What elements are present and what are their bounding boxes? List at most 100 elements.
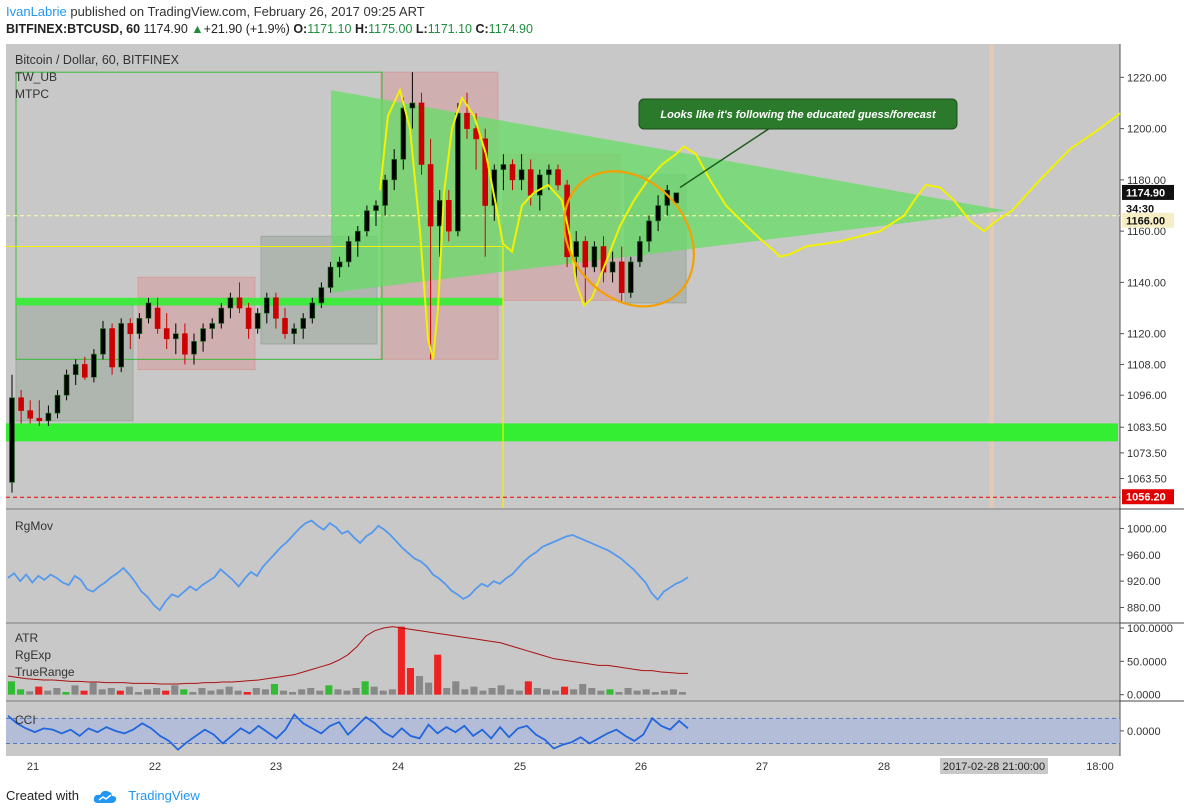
candle-body xyxy=(336,261,343,268)
x-tick-label: 22 xyxy=(149,761,161,773)
candle-body xyxy=(546,169,552,176)
symbol-label: BITFINEX:BTCUSD, 60 xyxy=(6,22,141,36)
candle-body xyxy=(36,417,43,422)
true-range-bar xyxy=(515,690,523,695)
rgmov-line xyxy=(7,519,689,612)
true-range-bar xyxy=(561,686,569,695)
candle-body xyxy=(45,412,52,422)
candle-body xyxy=(318,287,325,304)
candle-body xyxy=(154,307,161,329)
true-range-bar xyxy=(189,692,197,695)
candle-body xyxy=(218,307,225,324)
close-value: 1174.90 xyxy=(488,22,533,36)
line-price-tag: 1166.00 xyxy=(1126,215,1165,227)
x-tick-label: 23 xyxy=(270,761,282,773)
y-tick-label: 1108.00 xyxy=(1127,359,1166,371)
indicator-label: MTPC xyxy=(15,87,49,101)
true-range-bar xyxy=(406,668,414,695)
high-value: 1175.00 xyxy=(368,22,413,36)
y-tick-label: 1200.00 xyxy=(1127,124,1167,136)
atr-tick-label: 50.0000 xyxy=(1127,656,1167,668)
true-range-bar xyxy=(134,692,142,695)
true-range-bar xyxy=(252,688,260,695)
cci-line xyxy=(7,713,689,751)
candle-body xyxy=(72,364,79,375)
rgmov-tick-label: 960.00 xyxy=(1127,550,1161,562)
cci-title: CCI xyxy=(15,713,36,727)
candle-body xyxy=(409,102,416,109)
true-range-bar xyxy=(225,686,233,695)
candle-body xyxy=(54,394,61,414)
true-range-bar xyxy=(361,681,369,695)
y-tick-label: 1220.00 xyxy=(1127,72,1167,84)
candle-body xyxy=(245,307,252,329)
green-box-1 xyxy=(15,299,134,422)
candle-body xyxy=(236,297,243,309)
chart-canvas[interactable]: Looks like it's following the educated g… xyxy=(0,40,1184,782)
candle-body xyxy=(127,323,134,334)
true-range-bar xyxy=(89,682,97,695)
candle-body xyxy=(9,397,15,483)
rgmov-title: RgMov xyxy=(15,519,53,533)
candle-body xyxy=(345,241,352,263)
author-name[interactable]: IvanLabrie xyxy=(6,4,67,19)
true-range-bar xyxy=(434,654,442,695)
true-range-bar xyxy=(669,689,677,695)
rgmov-tick-label: 880.00 xyxy=(1127,603,1161,615)
true-range-bar xyxy=(633,690,641,695)
x-axis-cursor-bg xyxy=(940,758,1048,774)
true-range-bar xyxy=(325,685,333,695)
candle-body xyxy=(391,159,398,181)
resistance-zone xyxy=(16,297,503,306)
candle-body xyxy=(591,246,598,268)
x-tick-label: 28 xyxy=(878,761,890,773)
main-title: Bitcoin / Dollar, 60, BITFINEX xyxy=(15,53,180,67)
candle-body xyxy=(364,210,370,232)
true-range-bar xyxy=(53,688,61,695)
y-tick-label: 1120.00 xyxy=(1127,329,1166,341)
support-zone xyxy=(6,423,1118,442)
candle-body xyxy=(382,179,388,206)
true-range-bar xyxy=(443,688,451,695)
candle-body xyxy=(300,317,307,329)
true-range-bar xyxy=(298,689,306,695)
candle-body xyxy=(291,328,297,334)
candle-body xyxy=(263,297,270,314)
x-tick-label: 18:00 xyxy=(1086,761,1114,773)
true-range-bar xyxy=(379,690,387,695)
highlight-ellipse xyxy=(563,170,695,308)
candle-body xyxy=(227,297,234,309)
candle-body xyxy=(182,333,188,355)
footer: Created with TradingView xyxy=(6,788,200,804)
true-range-bar xyxy=(588,688,596,695)
y-tick-label: 1180.00 xyxy=(1127,175,1166,187)
true-range-bar xyxy=(216,689,224,695)
true-range-bar xyxy=(452,681,460,695)
x-tick-label: 27 xyxy=(756,761,768,773)
x-tick-label: 24 xyxy=(392,761,404,773)
candle-body xyxy=(109,328,115,368)
panel-bg-rg xyxy=(6,510,1120,622)
true-range-bar xyxy=(533,688,541,695)
candle-body xyxy=(445,200,452,232)
true-range-bar xyxy=(44,690,52,695)
red-line-tag: 1056.20 xyxy=(1126,492,1166,504)
tradingview-link[interactable]: TradingView xyxy=(128,788,200,803)
publisher-line: IvanLabrie published on TradingView.com,… xyxy=(6,4,425,19)
published-text: published on TradingView.com, February 2… xyxy=(70,4,425,19)
true-range-bar xyxy=(62,692,70,695)
last-price-tag: 1174.90 xyxy=(1126,187,1165,199)
y-tick-label: 1160.00 xyxy=(1127,226,1166,238)
atr-line xyxy=(7,626,688,685)
atr-tick-label: 0.0000 xyxy=(1127,690,1161,702)
y-tick-label: 1096.00 xyxy=(1127,390,1167,402)
true-range-bar xyxy=(506,689,514,695)
true-range-bar xyxy=(470,686,478,695)
up-arrow-icon: ▲ xyxy=(191,22,204,36)
price-change: +21.90 (+1.9%) xyxy=(203,22,290,36)
candle-body xyxy=(209,323,215,329)
candle-body xyxy=(136,317,143,334)
y-tick-label: 1063.50 xyxy=(1127,474,1167,486)
true-range-bar xyxy=(289,692,297,695)
true-range-bar xyxy=(125,686,133,695)
